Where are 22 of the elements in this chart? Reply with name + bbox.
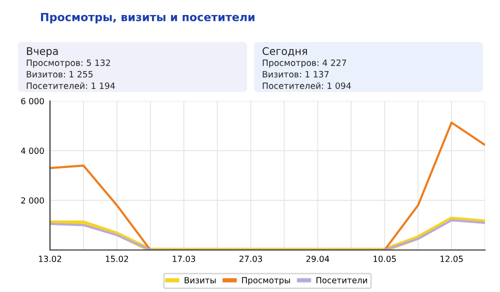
legend-label: Посетители <box>316 277 367 284</box>
legend-label: Просмотры <box>242 277 290 285</box>
text: Просмотров: 5 132 <box>26 59 110 68</box>
text: Вчера <box>27 47 58 58</box>
chart-title: Просмотры, визиты и посетители <box>41 12 254 24</box>
text: Сегодня <box>262 47 307 56</box>
text: Визитов: 1 255 <box>26 70 93 78</box>
x-tick-label: 10.05 <box>374 256 396 262</box>
x-tick-label: 27.03 <box>239 256 262 262</box>
x-tick-label: 29.04 <box>306 256 330 262</box>
legend-label: Визиты <box>184 277 216 284</box>
text: Посетителей: 1 194 <box>26 82 115 89</box>
text: Посетителей: 1 094 <box>262 82 351 89</box>
y-tick-label: 2 000 <box>21 197 44 204</box>
y-tick-label: 4 000 <box>20 148 44 154</box>
text: Визитов: 1 137 <box>262 70 329 78</box>
x-tick-label: 17.03 <box>172 256 196 262</box>
x-tick-label: 12.05 <box>440 256 463 262</box>
text: Просмотров: 4 227 <box>262 59 346 68</box>
x-tick-label: 13.02 <box>38 256 62 262</box>
x-tick-label: 15.02 <box>106 256 128 262</box>
y-tick-label: 6 000 <box>21 98 44 104</box>
